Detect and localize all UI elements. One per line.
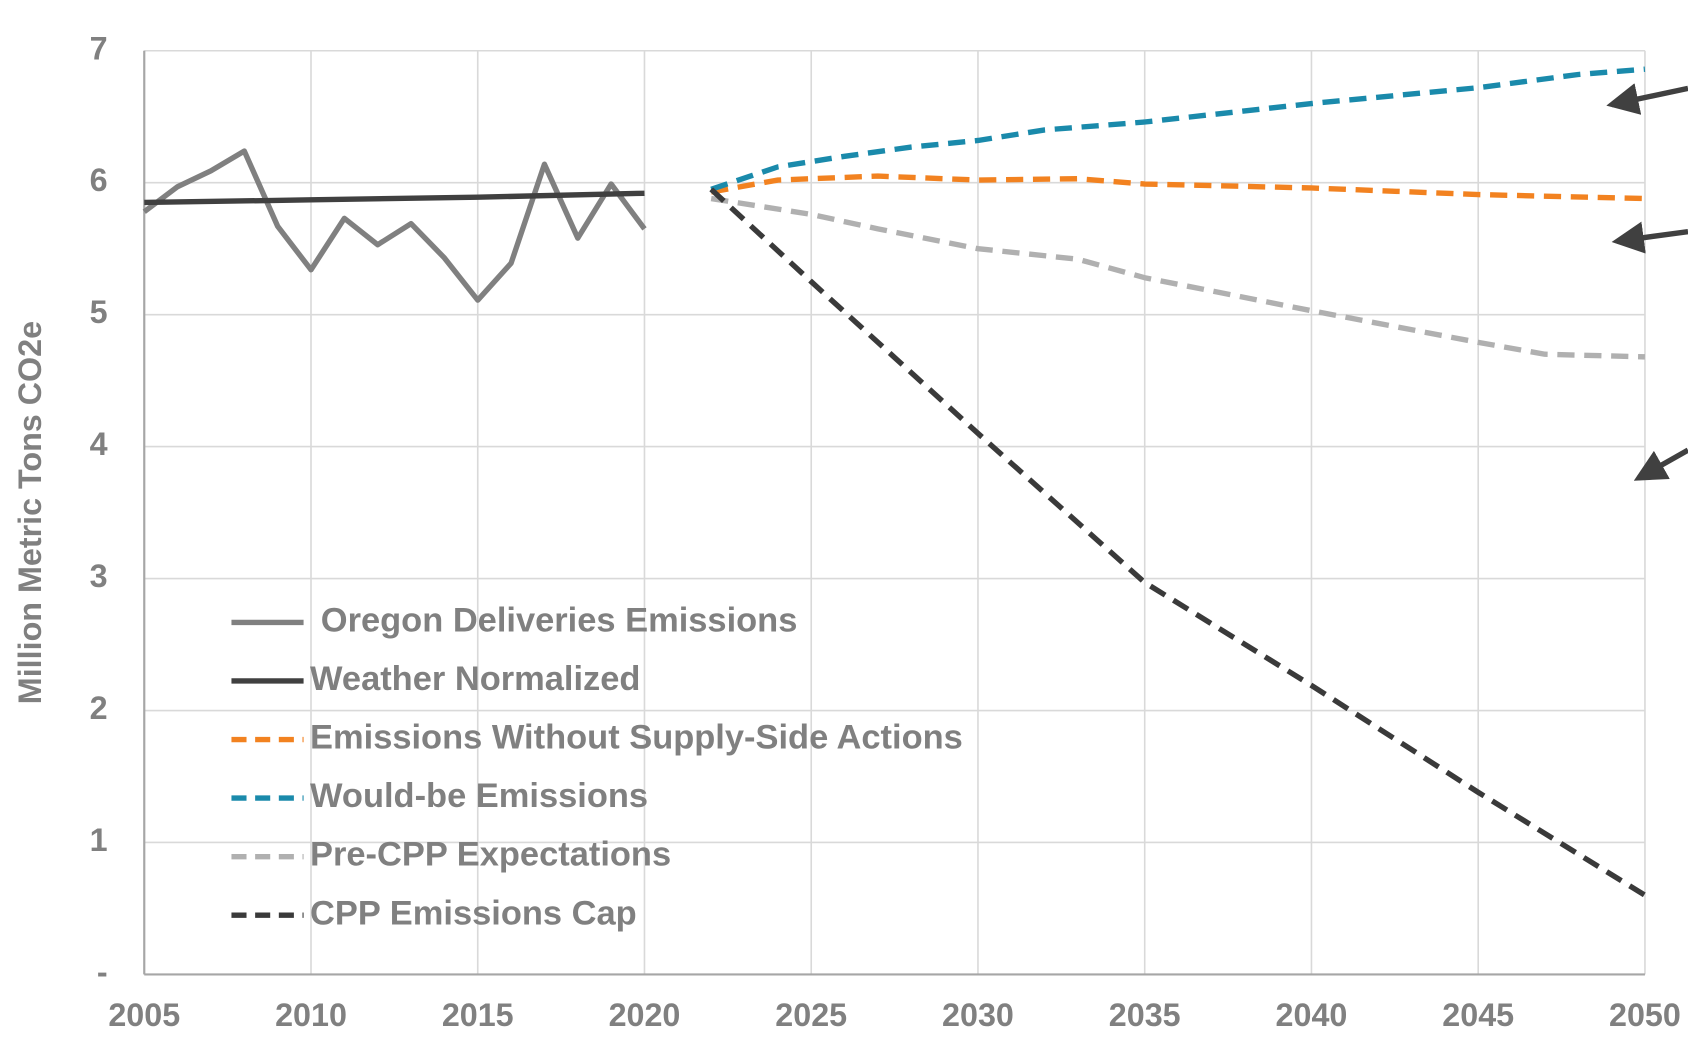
series-line: [710, 195, 1646, 360]
x-tick-label: 2030: [942, 997, 1014, 1033]
legend-label: Pre-CPP Expectations: [310, 836, 671, 874]
legend-label: Oregon Deliveries Emissions: [321, 601, 798, 639]
lines: [142, 66, 1647, 898]
annotation-arrow: [1633, 447, 1688, 481]
x-tick-label: 2015: [442, 997, 514, 1033]
x-tick-label: 2010: [275, 997, 347, 1033]
series-line: [144, 190, 645, 206]
series-line: [710, 66, 1646, 192]
annotation-arrow: [1611, 221, 1688, 254]
legend-label: Would-be Emissions: [310, 777, 648, 815]
y-tick-label: 6: [90, 162, 108, 198]
y-axis-label: Million Metric Tons CO2e: [12, 321, 48, 704]
legend-label: CPP Emissions Cap: [310, 894, 637, 932]
y-tick-label: 7: [90, 30, 108, 66]
legend-label: Weather Normalized: [310, 660, 640, 698]
series-line: [709, 187, 1647, 898]
x-tick-label: 2025: [775, 997, 847, 1033]
grid: [143, 49, 1646, 976]
x-tick-label: 2035: [1109, 997, 1181, 1033]
y-tick-label: 3: [90, 558, 108, 594]
x-tick-label: 2050: [1609, 997, 1681, 1033]
x-tick-label: 2005: [108, 997, 180, 1033]
series-line: [142, 148, 647, 303]
x-tick-label: 2045: [1442, 997, 1514, 1033]
series-line: [710, 173, 1646, 202]
x-tick-label: 2040: [1276, 997, 1348, 1033]
y-tick-label: 1: [90, 822, 108, 858]
annotation-arrow: [1606, 83, 1688, 115]
x-tick-label: 2020: [609, 997, 681, 1033]
legend-label: Emissions Without Supply-Side Actions: [310, 719, 963, 757]
y-tick-label: 4: [90, 426, 108, 462]
y-tick-label: -: [97, 954, 108, 990]
y-tick-label: 2: [90, 690, 108, 726]
legend: Oregon Deliveries Emissions Weather Norma…: [231, 601, 963, 932]
y-tick-label: 5: [90, 294, 108, 330]
